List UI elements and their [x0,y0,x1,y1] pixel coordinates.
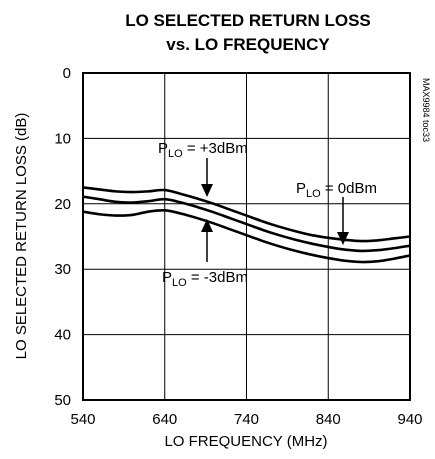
series-line-plo-minus3 [82,208,411,264]
chart-title-line1: LO SELECTED RETURN LOSS [125,11,371,30]
arrow-plo-minus3 [201,219,213,262]
y-tick-label: 20 [54,196,71,213]
annotation-plo-0-sub: LO [306,188,321,200]
y-tick-label: 0 [63,65,71,82]
annotation-plo-minus3-rest: = -3dBm [187,269,248,286]
y-tick-label: 50 [54,392,71,409]
y-tick-labels: 0 10 20 30 40 50 [54,65,71,409]
annotation-plo-minus3: PLO = -3dBm [162,269,248,289]
y-tick-label: 30 [54,261,71,278]
annotation-plo-0: PLO = 0dBm [296,180,377,200]
x-tick-label: 540 [70,411,95,428]
x-tick-label: 740 [234,411,259,428]
y-tick-label: 40 [54,327,71,344]
annotation-plo-0-rest: = 0dBm [321,180,377,197]
arrow-plo-0 [337,197,349,245]
chart-title-line2: vs. LO FREQUENCY [166,35,330,54]
annotation-plo-minus3-p: P [162,269,172,286]
x-tick-label: 940 [397,411,422,428]
arrow-plo-plus3 [201,158,213,197]
annotation-plo-plus3-p: P [158,140,168,157]
x-tick-labels: 540 640 740 840 940 [70,411,422,428]
annotation-plo-plus3-sub: LO [168,148,183,160]
x-axis-label: LO FREQUENCY (MHz) [164,433,327,450]
annotation-plo-minus3-sub: LO [172,277,187,289]
series-line-plo-plus3 [82,186,411,243]
annotation-plo-plus3: PLO = +3dBm [158,140,248,160]
annotation-plo-plus3-rest: = +3dBm [183,140,248,157]
chart-code: MAX9984 toc33 [421,78,431,142]
series-line-plo-0 [82,195,411,253]
x-tick-label: 640 [152,411,177,428]
x-tick-label: 840 [316,411,341,428]
series-group [82,186,411,264]
y-axis-label: LO SELECTED RETURN LOSS (dB) [13,113,30,360]
y-tick-label: 10 [54,130,71,147]
annotation-plo-0-p: P [296,180,306,197]
